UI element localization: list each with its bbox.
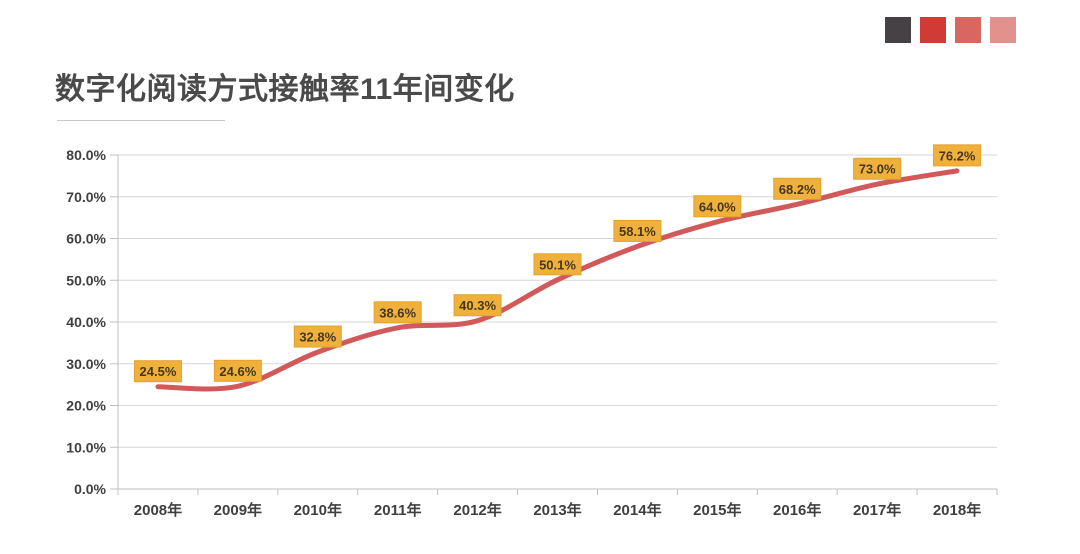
x-axis-tick-label: 2010年 xyxy=(294,501,342,519)
y-axis-tick-label: 50.0% xyxy=(66,272,106,288)
data-label-box xyxy=(533,253,582,276)
y-axis-tick-label: 10.0% xyxy=(66,439,106,455)
x-axis-tick-label: 2009年 xyxy=(214,501,262,519)
data-label-box xyxy=(613,219,662,242)
series-line xyxy=(155,168,960,392)
data-label-box xyxy=(373,301,422,324)
y-axis-tick-label: 20.0% xyxy=(66,398,106,414)
data-label: 64.0% xyxy=(699,199,736,214)
x-axis-tick-label: 2013年 xyxy=(533,501,581,519)
x-axis-tick-label: 2012年 xyxy=(453,501,501,519)
data-label-box xyxy=(453,294,502,317)
decor-square xyxy=(885,17,911,43)
data-label: 73.0% xyxy=(859,162,896,177)
data-label-box xyxy=(293,325,342,348)
data-label-box xyxy=(133,360,182,383)
data-label-box xyxy=(693,195,742,218)
decor-square xyxy=(920,17,946,43)
data-label-box xyxy=(933,144,982,167)
data-label: 38.6% xyxy=(379,305,416,320)
data-label: 76.2% xyxy=(939,148,976,163)
y-axis-tick-label: 80.0% xyxy=(66,147,106,163)
data-label-box xyxy=(213,359,262,382)
data-label: 24.6% xyxy=(219,364,256,379)
x-axis-tick-label: 2011年 xyxy=(374,501,422,519)
x-axis-tick-label: 2014年 xyxy=(613,501,661,519)
y-axis-tick-label: 40.0% xyxy=(66,314,106,330)
data-label: 50.1% xyxy=(539,257,576,272)
x-axis-tick-label: 2015年 xyxy=(693,501,741,519)
page-title: 数字化阅读方式接触率11年间变化 xyxy=(55,73,515,106)
data-label-box xyxy=(853,157,902,180)
y-axis-tick-label: 30.0% xyxy=(66,356,106,372)
data-label-box xyxy=(773,177,822,200)
data-label: 32.8% xyxy=(299,330,336,345)
decor-square xyxy=(990,17,1016,43)
x-axis-tick-label: 2008年 xyxy=(134,501,182,519)
title-underline xyxy=(57,120,225,121)
decor-square xyxy=(955,17,981,43)
x-axis-tick-label: 2018年 xyxy=(933,501,981,519)
data-label: 58.1% xyxy=(619,224,656,239)
y-axis-tick-label: 60.0% xyxy=(66,231,106,247)
corner-decor-squares xyxy=(885,17,1016,43)
data-label: 40.3% xyxy=(459,298,496,313)
x-axis-tick-label: 2016年 xyxy=(773,501,821,519)
y-axis-tick-label: 70.0% xyxy=(66,189,106,205)
data-label: 24.5% xyxy=(140,364,177,379)
data-label: 68.2% xyxy=(779,182,816,197)
y-axis-tick-label: 0.0% xyxy=(74,481,106,497)
x-axis-tick-label: 2017年 xyxy=(853,501,901,519)
